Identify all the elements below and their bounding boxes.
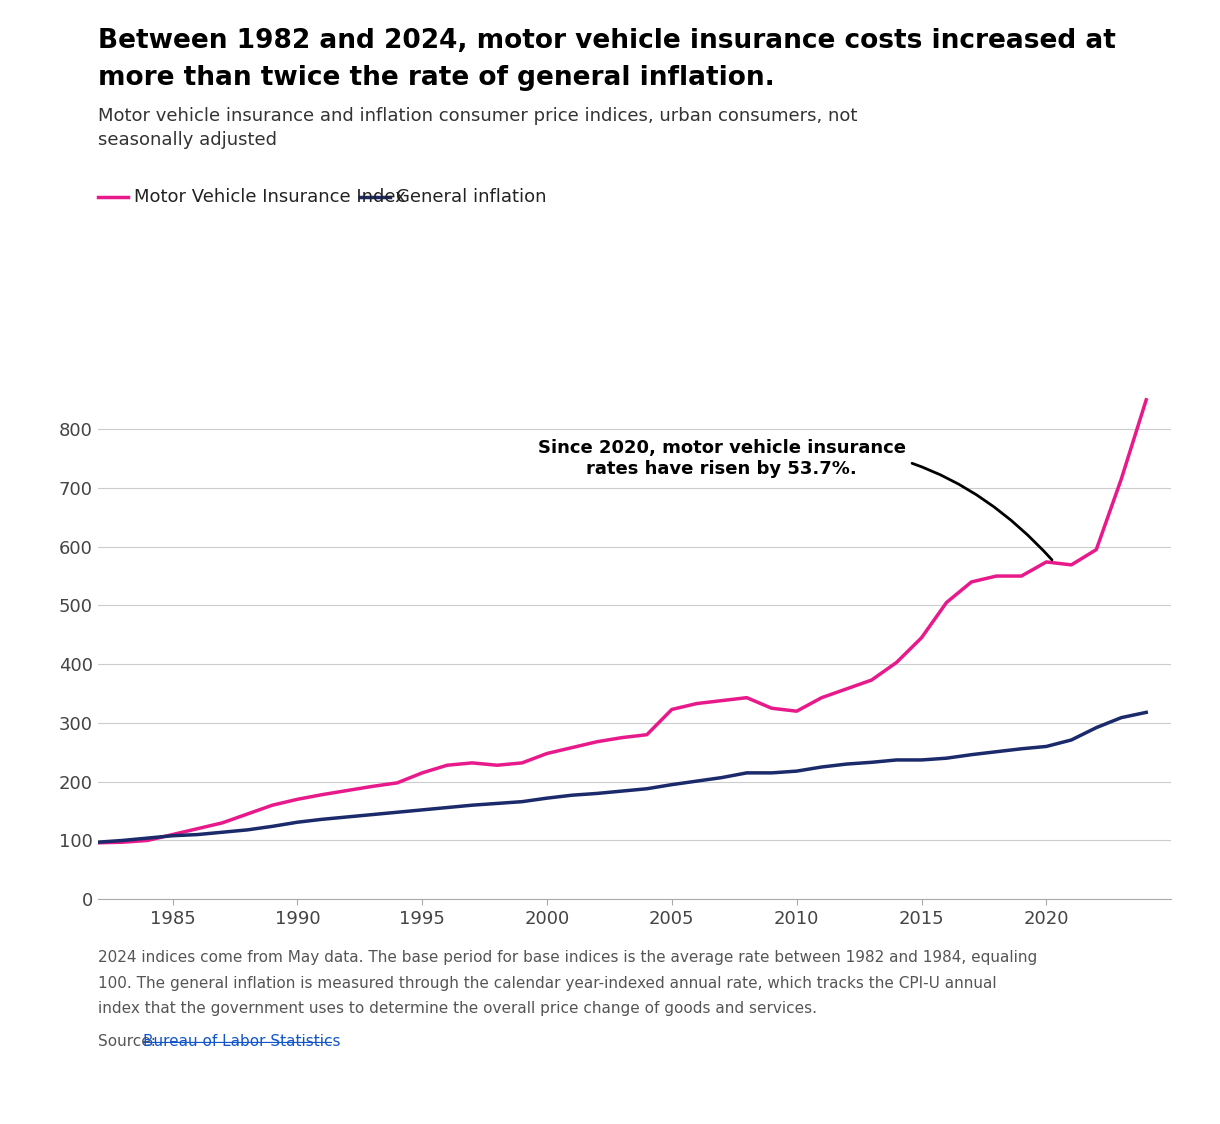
Text: Motor Vehicle Insurance Index: Motor Vehicle Insurance Index bbox=[134, 188, 406, 206]
Text: Between 1982 and 2024, motor vehicle insurance costs increased at: Between 1982 and 2024, motor vehicle ins… bbox=[98, 28, 1115, 54]
Text: Bureau of Labor Statistics: Bureau of Labor Statistics bbox=[144, 1034, 340, 1049]
Text: index that the government uses to determine the overall price change of goods an: index that the government uses to determ… bbox=[98, 1001, 816, 1016]
Text: more than twice the rate of general inflation.: more than twice the rate of general infl… bbox=[98, 65, 775, 91]
Text: Source:: Source: bbox=[98, 1034, 160, 1049]
Text: 2024 indices come from May data. The base period for base indices is the average: 2024 indices come from May data. The bas… bbox=[98, 950, 1037, 964]
Text: General inflation: General inflation bbox=[396, 188, 547, 206]
Text: Since 2020, motor vehicle insurance
rates have risen by 53.7%.: Since 2020, motor vehicle insurance rate… bbox=[538, 439, 1052, 560]
Text: Motor vehicle insurance and inflation consumer price indices, urban consumers, n: Motor vehicle insurance and inflation co… bbox=[98, 107, 856, 149]
Text: 100. The general inflation is measured through the calendar year-indexed annual : 100. The general inflation is measured t… bbox=[98, 976, 997, 990]
